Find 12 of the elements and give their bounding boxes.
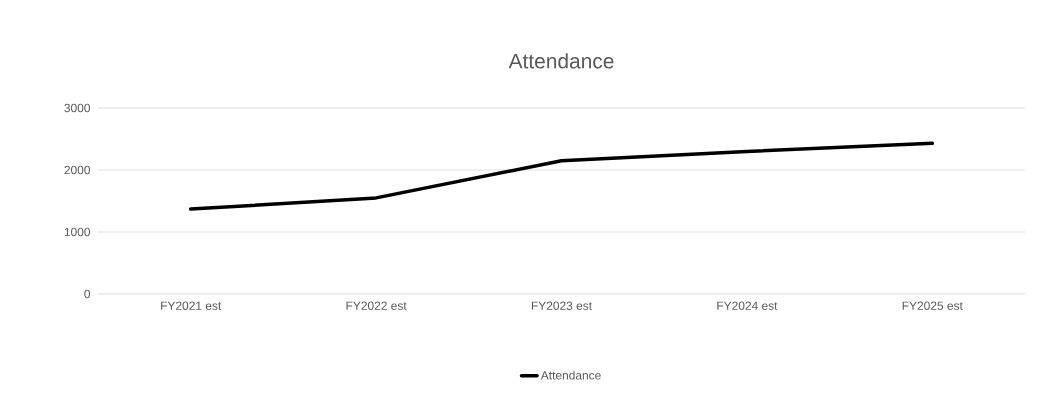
y-tick-label: 0 (84, 289, 91, 299)
line-series (188, 141, 935, 211)
x-tick-label: FY2022 est (346, 301, 407, 310)
y-tick-label: 3000 (64, 103, 91, 113)
x-tick-label: FY2023 est (531, 301, 592, 310)
x-tick-label: FY2024 est (717, 301, 778, 310)
chart-title: Attendance (508, 53, 614, 69)
y-tick-label: 1000 (64, 227, 91, 237)
legend-label: Attendance (540, 370, 601, 380)
x-tick-label: FY2021 est (161, 301, 222, 310)
x-tick-label: FY2025 est (902, 301, 963, 310)
y-tick-label: 2000 (64, 165, 91, 175)
